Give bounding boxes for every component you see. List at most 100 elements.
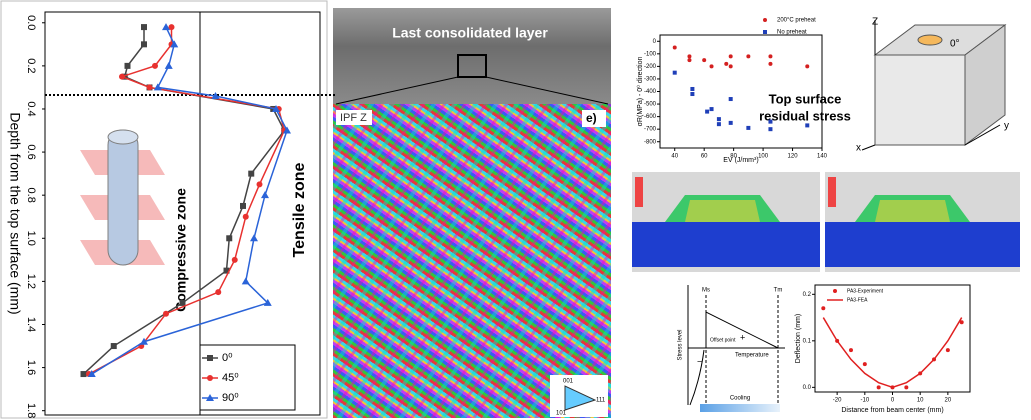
marker (805, 123, 809, 127)
marker (849, 348, 853, 352)
legend-label: No preheat (777, 30, 807, 36)
schematic-label: Offset point (710, 337, 736, 343)
marker (768, 127, 772, 131)
schematic-label: + (740, 332, 745, 342)
annotation: residual stress (759, 108, 851, 123)
y-axis-label: Deflection (mm) (795, 314, 802, 363)
marker (242, 277, 250, 284)
x-axis-label: Distance from beam center (mm) (841, 407, 943, 414)
x-tick-label: 60 (701, 154, 708, 160)
marker (821, 306, 825, 310)
marker (154, 83, 162, 90)
y-tick-label: -700 (644, 127, 657, 133)
marker (243, 214, 249, 220)
cube-sketch (862, 20, 1005, 150)
marker (147, 84, 153, 90)
y-tick-label: 0.4 (25, 101, 37, 116)
marker (215, 289, 221, 295)
marker (207, 355, 213, 361)
x-tick-label: 100 (758, 154, 769, 160)
x-tick-label: 0 (891, 398, 895, 404)
schematic-label: − (697, 356, 702, 366)
y-tick-label: 1.2 (25, 274, 37, 289)
marker (877, 385, 881, 389)
marker (690, 92, 694, 96)
plot-frame (815, 285, 970, 392)
y-tick-label: 0.6 (25, 144, 37, 159)
y-tick-label: -100 (644, 51, 657, 57)
x-tick-label: -20 (833, 398, 842, 404)
y-tick-label: 1.4 (25, 317, 37, 332)
y-axis-label: σR(MPa) - 0⁰ direction (636, 57, 644, 127)
marker (250, 234, 258, 241)
marker (805, 64, 809, 68)
y-tick-label: 0.2 (25, 58, 37, 73)
marker (690, 87, 694, 91)
schematic (688, 285, 785, 405)
key-label: 001 (563, 379, 574, 385)
figure: Last consolidated layer IPF Z e) 001 111… (0, 0, 1031, 420)
marker (717, 122, 721, 126)
annotation: Top surface (769, 91, 842, 106)
legend-label: 90⁰ (222, 392, 239, 404)
marker (863, 362, 867, 366)
marker (904, 385, 908, 389)
axis-letter: x (856, 143, 861, 154)
key-label: 101 (556, 411, 567, 417)
marker (746, 54, 750, 58)
marker (729, 54, 733, 58)
x-tick-label: 40 (671, 154, 678, 160)
marker (248, 171, 254, 177)
marker (163, 311, 169, 317)
y-tick-label: 0.1 (803, 338, 812, 344)
marker (687, 58, 691, 62)
marker (207, 375, 213, 381)
x-tick-label: 20 (945, 398, 952, 404)
legend-label: 0⁰ (222, 352, 233, 364)
marker (687, 54, 691, 58)
marker (240, 203, 246, 209)
schematic-label: Ms (702, 288, 710, 294)
schematic-label: Tm (774, 288, 783, 294)
y-tick-label: 0.0 (803, 385, 812, 391)
marker (768, 120, 772, 124)
marker (768, 62, 772, 66)
y-tick-label: -400 (644, 89, 657, 95)
marker (746, 126, 750, 130)
marker (165, 62, 173, 69)
y-tick-label: 1.6 (25, 360, 37, 375)
marker (119, 74, 125, 80)
marker (729, 64, 733, 68)
y-tick-label: 1.8 (25, 403, 37, 418)
marker (226, 235, 232, 241)
page: Last consolidated layer IPF Z e) 001 111… (0, 0, 1031, 420)
axis-letter: Z (872, 17, 878, 28)
cooling-arrow (700, 404, 780, 412)
marker (724, 62, 728, 66)
legend-label: 200°C preheat (777, 18, 816, 24)
y-tick-label: -300 (644, 77, 657, 83)
marker (768, 54, 772, 58)
y-tick-label: -500 (644, 102, 657, 108)
x-tick-label: 10 (917, 398, 924, 404)
key-label: 111 (596, 398, 606, 404)
annotation: Compressive zone (173, 188, 189, 312)
x-axis-label: EV (J/mm³) (723, 157, 758, 164)
marker (141, 24, 147, 30)
micrograph-title: Last consolidated layer (392, 25, 548, 41)
series-line (823, 318, 961, 388)
legend-label: 45⁰ (222, 372, 239, 384)
marker (729, 121, 733, 125)
marker (111, 343, 117, 349)
y-tick-label: 0.8 (25, 188, 37, 203)
y-tick-label: 0 (653, 39, 657, 45)
x-tick-label: -10 (860, 398, 869, 404)
y-axis-label: Depth from the top surface (mm) (7, 112, 23, 314)
marker (180, 300, 186, 306)
schematic-label: Stress level (678, 329, 684, 360)
marker (717, 117, 721, 121)
zoom-box (458, 55, 486, 77)
x-tick-label: 120 (788, 154, 799, 160)
marker (257, 181, 263, 187)
x-tick-label: 140 (817, 154, 828, 160)
